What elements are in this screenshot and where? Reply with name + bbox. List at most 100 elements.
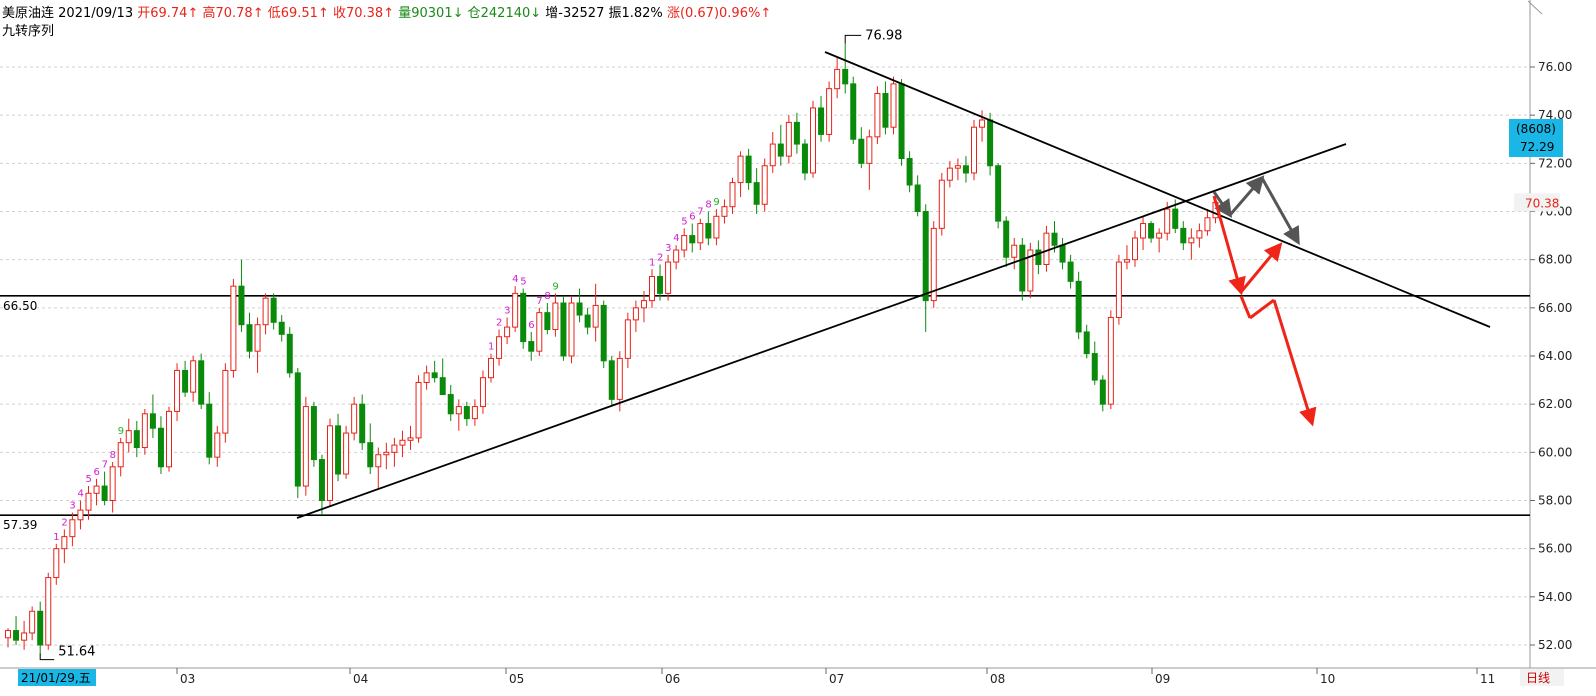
candle [294,368,301,499]
candle [439,358,446,396]
candle [745,148,752,190]
candle [101,471,108,506]
candle [246,312,253,359]
candle [447,384,454,422]
candle [141,408,148,455]
candle [270,293,277,330]
candle [254,317,261,373]
projection-arrow-red [1239,295,1252,319]
candle [906,151,913,193]
candle [826,81,833,142]
period-label[interactable]: 日线 [1526,671,1550,685]
candle [1083,324,1090,359]
candle [423,365,430,390]
candle [528,331,535,361]
projection-arrow-gray [1228,175,1265,216]
candle [753,168,760,214]
candle [286,327,293,378]
y-tick-label: 72.00 [1538,156,1572,170]
nine-turn-label: 2 [496,318,502,329]
candle [1140,216,1147,251]
y-tick-label: 58.00 [1538,494,1572,508]
candle [1188,228,1195,260]
price-tag-value: 72.29 [1520,140,1554,154]
cursor-date-box [18,669,96,686]
candle [351,396,358,441]
oi-change-value: 增-32527 [545,6,605,21]
nine-turn-label: 9 [118,426,124,437]
period-box[interactable] [1520,669,1564,686]
candle [1059,237,1066,270]
candle [1107,310,1114,409]
y-tick-label: 64.00 [1538,349,1572,363]
candle [946,160,953,188]
nine-turn-label: 1 [53,532,59,543]
candle [544,303,551,335]
candle [689,223,696,253]
candle [632,300,639,332]
candle [979,110,986,142]
candle [705,211,712,246]
close-value: 收70.38↑ [332,6,395,21]
candle [479,370,486,414]
candle [37,601,44,655]
high-value: 高70.78↑ [202,6,264,21]
candle [584,307,591,335]
x-tick-label: 09 [1155,672,1170,686]
candle [995,163,1002,229]
candle [214,425,221,467]
candle [600,300,607,369]
nine-turn-label: 4 [673,233,679,244]
candle [133,421,140,458]
candle [938,172,945,236]
candle [496,329,503,366]
nine-turn-label: 3 [69,501,75,512]
nine-turn-label: 1 [649,257,655,268]
nine-turn-label: 7 [697,207,703,218]
candle [310,401,317,467]
candle [785,115,792,164]
candle [890,76,897,135]
candle [673,245,680,270]
nine-turn-label: 3 [504,305,510,316]
nine-turn-label: 9 [552,281,558,292]
x-tick-label: 08 [990,672,1005,686]
max-marker-line [844,34,862,44]
candle [818,95,825,142]
change-pct-value: 涨(0.67)0.96%↑ [666,6,772,21]
candle [874,86,881,145]
projection-arrow-gray [1260,177,1300,246]
candle [206,392,213,465]
candle [1027,242,1034,299]
nine-turn-label: 5 [86,474,92,485]
y-tick-label: 66.00 [1538,301,1572,315]
candle [1011,237,1018,270]
candle [45,572,52,650]
nine-turn-label: 5 [520,277,526,288]
candle [649,269,655,308]
candle [463,401,470,426]
low-value: 低69.51↑ [267,6,329,21]
open-interest-value: 仓242140↓ [467,6,542,21]
candle [1115,254,1122,325]
candle [1003,216,1010,267]
candle [520,288,527,349]
nine-turn-label: 5 [681,216,687,227]
candle [182,360,189,397]
y-tick-label: 54.00 [1538,590,1572,604]
candle [399,430,406,458]
instrument-name: 美原油连 [2,6,55,21]
candle [592,283,599,342]
candle [560,295,567,361]
candle [504,317,511,344]
candle [729,177,736,214]
candle [471,399,478,426]
candle [318,454,325,515]
candle [93,478,100,506]
candle [1019,237,1026,301]
candle [1091,341,1098,385]
candle [302,396,309,496]
candle [858,127,865,169]
min-marker-line [39,653,55,661]
